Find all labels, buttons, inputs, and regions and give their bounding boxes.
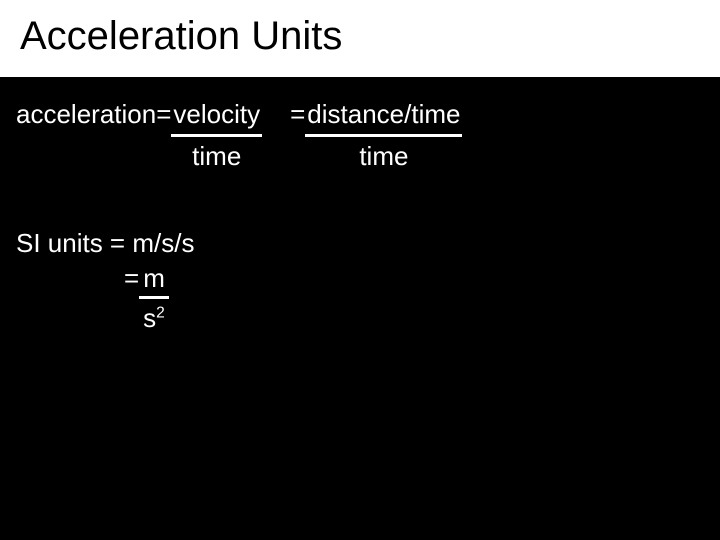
eq1-lhs: acceleration= xyxy=(16,97,171,132)
si-numerator: m xyxy=(139,261,169,299)
si-line2-lhs: = xyxy=(124,261,139,296)
si-den-base: s xyxy=(143,303,156,333)
eq1-fraction: velocity time xyxy=(171,97,262,174)
eq2-numerator: distance/time xyxy=(305,97,462,137)
eq1-numerator: velocity xyxy=(171,97,262,137)
si-den-exp: 2 xyxy=(156,305,165,322)
eq2-fraction: distance/time time xyxy=(305,97,462,174)
eq2-lhs: = xyxy=(290,97,305,132)
si-denominator: s2 xyxy=(139,299,169,336)
si-units-block: SI units = m/s/s = m s2 xyxy=(16,226,704,336)
equation-1: acceleration= velocity time xyxy=(16,97,262,174)
si-line1: SI units = m/s/s xyxy=(16,226,704,261)
si-fraction: m s2 xyxy=(139,261,169,336)
title-bar: Acceleration Units xyxy=(0,0,720,77)
eq1-denominator: time xyxy=(171,137,262,174)
eq2-denominator: time xyxy=(305,137,462,174)
si-line2: = m s2 xyxy=(16,261,704,336)
equation-2: = distance/time time xyxy=(290,97,462,174)
equation-row: acceleration= velocity time = distance/t… xyxy=(16,97,704,174)
page-title: Acceleration Units xyxy=(20,14,700,59)
content-area: acceleration= velocity time = distance/t… xyxy=(0,77,720,356)
